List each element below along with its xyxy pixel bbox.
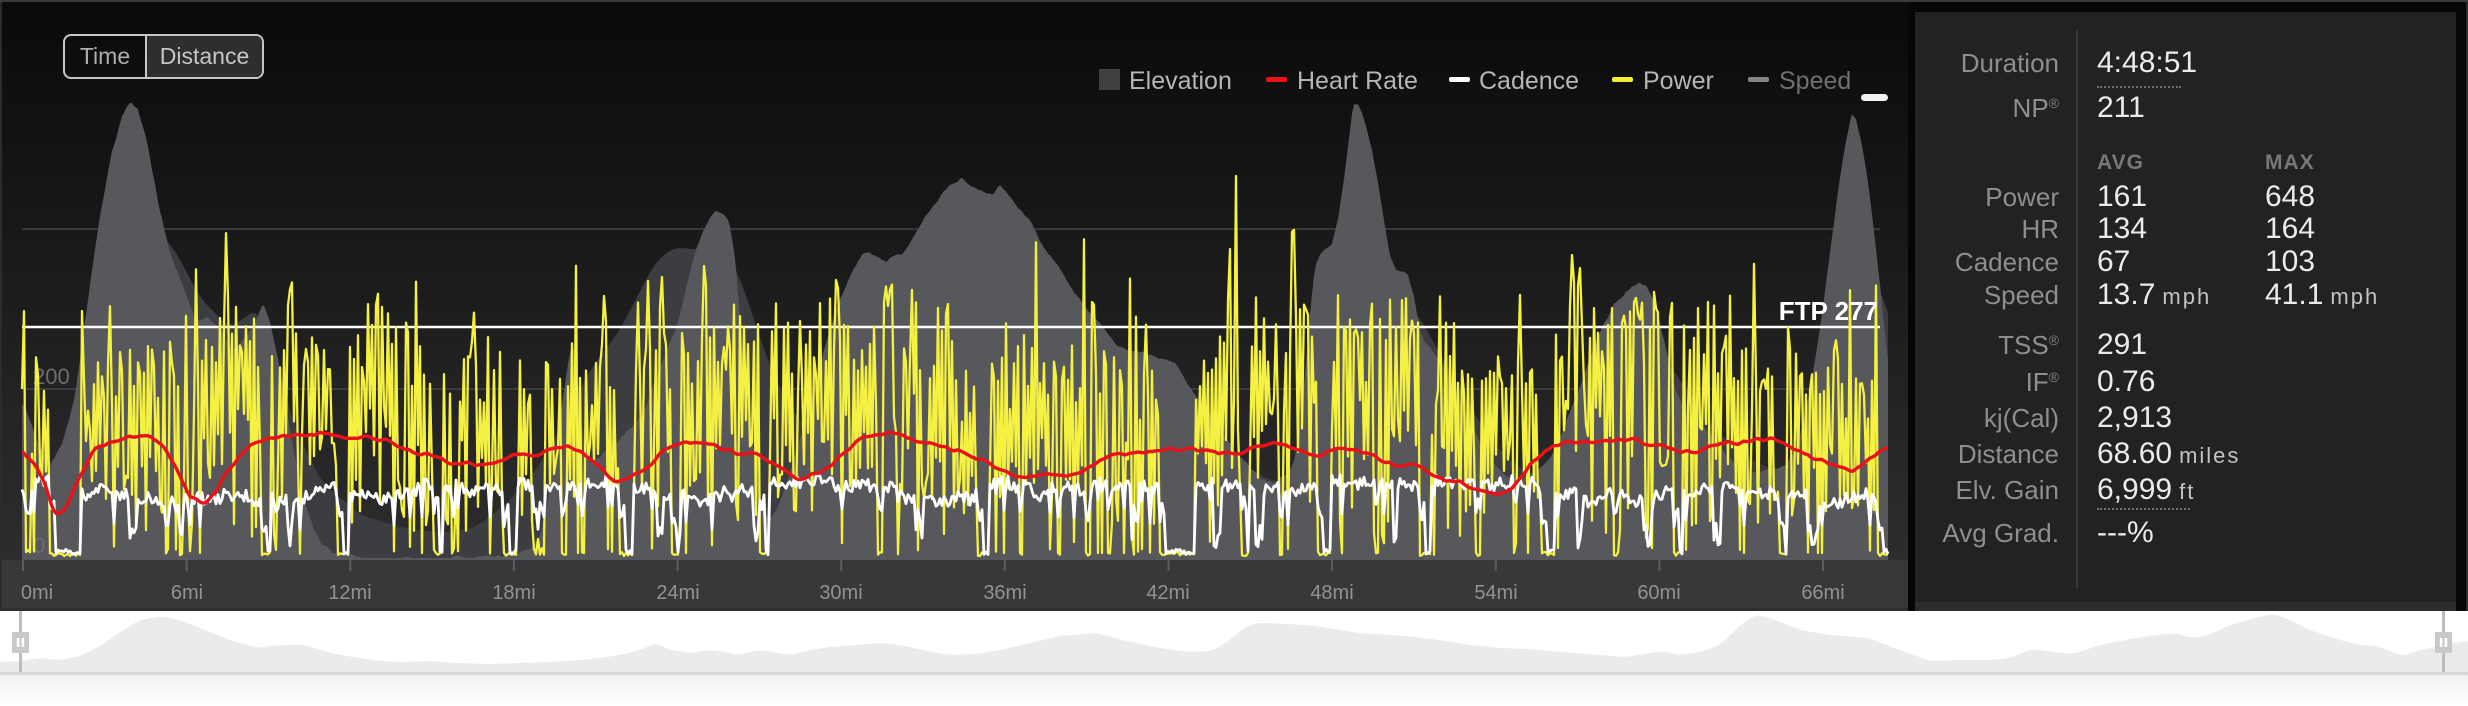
svg-text:0mi: 0mi — [21, 582, 53, 604]
svg-text:18mi: 18mi — [492, 582, 535, 604]
svg-text:6mi: 6mi — [171, 582, 203, 604]
svg-text:42mi: 42mi — [1146, 582, 1189, 604]
svg-text:60mi: 60mi — [1637, 582, 1680, 604]
svg-text:FTP 277: FTP 277 — [1779, 296, 1878, 326]
svg-text:12mi: 12mi — [328, 582, 371, 604]
svg-text:36mi: 36mi — [983, 582, 1026, 604]
svg-text:30mi: 30mi — [819, 582, 862, 604]
svg-text:48mi: 48mi — [1310, 582, 1353, 604]
svg-text:24mi: 24mi — [656, 582, 699, 604]
svg-text:54mi: 54mi — [1474, 582, 1517, 604]
svg-text:66mi: 66mi — [1801, 582, 1844, 604]
svg-text:0: 0 — [33, 533, 45, 558]
